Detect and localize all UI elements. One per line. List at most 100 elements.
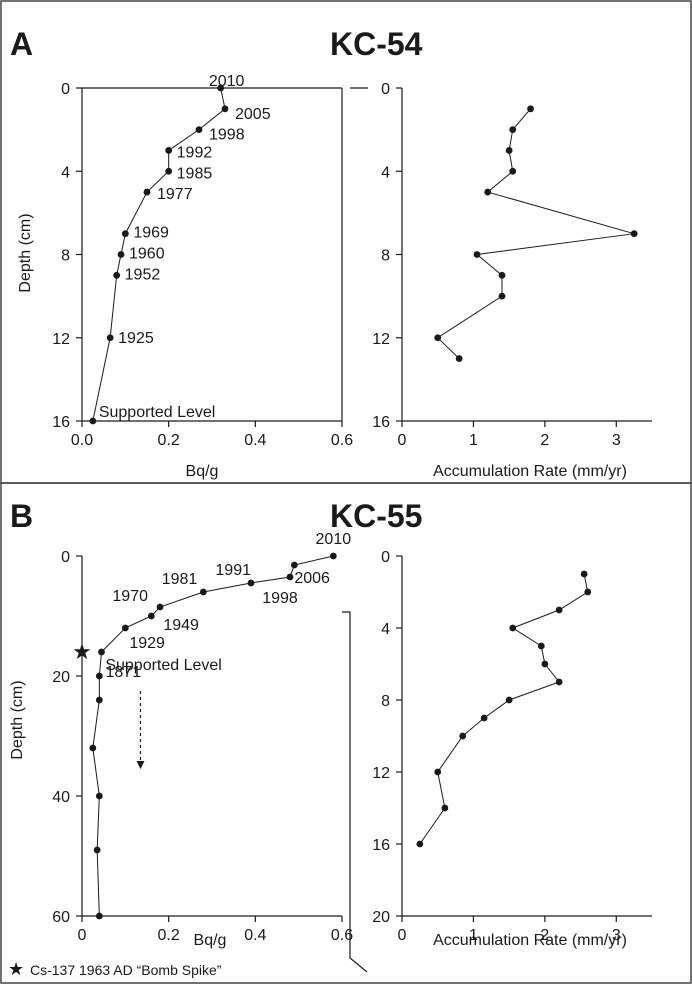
data-point [165, 167, 173, 175]
point-label: 1981 [162, 571, 198, 588]
data-point [93, 846, 101, 854]
data-point [498, 271, 506, 279]
x-tick-label: 1 [469, 927, 478, 944]
x-tick-label: 0 [398, 432, 407, 449]
x-tick-label: 3 [612, 927, 621, 944]
x-tick-label: 0.0 [71, 432, 93, 449]
point-label: 2010 [209, 73, 245, 90]
data-point [221, 105, 229, 113]
x-tick-label: 0.6 [331, 432, 353, 449]
data-point [89, 417, 97, 425]
x-tick-label: 0 [78, 927, 87, 944]
data-point [509, 624, 517, 632]
point-label: 2005 [235, 106, 271, 123]
data-point [95, 672, 103, 680]
y-tick-label: 8 [381, 693, 390, 710]
y-tick-label: 60 [52, 909, 70, 926]
data-point [416, 840, 424, 848]
a1-x-axis-title: Bq/g [186, 463, 219, 480]
data-point [434, 334, 442, 342]
point-label: 1960 [129, 246, 165, 263]
data-point [434, 768, 442, 776]
point-label: 1925 [118, 330, 154, 347]
bomb-spike-star-icon: ★ [72, 639, 92, 664]
x-tick-label: 0.6 [331, 927, 353, 944]
data-point [555, 606, 563, 614]
data-point [509, 167, 517, 175]
y-tick-label: 0 [61, 549, 70, 566]
point-label: 1949 [163, 617, 199, 634]
point-label: 1985 [177, 165, 213, 182]
data-point [509, 126, 517, 134]
panel-b-core-title: KC-55 [330, 498, 422, 534]
x-tick-label: 0.4 [244, 432, 266, 449]
y-tick-label: 0 [381, 549, 390, 566]
x-tick-label: 1 [469, 432, 478, 449]
y-tick-label: 8 [61, 248, 70, 265]
data-point [147, 612, 155, 620]
x-tick-label: 3 [612, 432, 621, 449]
point-label: 1871 [106, 664, 142, 681]
point-label: 1969 [133, 225, 169, 242]
data-point [156, 603, 164, 611]
legend-text: Cs-137 1963 AD “Bomb Spike” [30, 962, 222, 978]
data-point [484, 188, 492, 196]
x-tick-label: 0.4 [244, 927, 266, 944]
data-point [455, 355, 463, 362]
data-point [286, 573, 294, 581]
data-point [121, 230, 129, 238]
y-tick-label: 0 [381, 81, 390, 98]
arrow-head-icon [136, 761, 145, 769]
point-label: 2010 [316, 531, 352, 548]
y-tick-label: 12 [372, 331, 390, 348]
data-point [537, 642, 545, 650]
data-point [290, 561, 298, 569]
data-point [630, 230, 638, 238]
y-tick-label: 20 [372, 909, 390, 926]
data-point [95, 792, 103, 800]
data-point [89, 744, 97, 752]
y-tick-label: 8 [381, 248, 390, 265]
x-tick-label: 0.2 [158, 432, 180, 449]
x-tick-label: 0 [398, 927, 407, 944]
x-tick-label: 0.2 [158, 927, 180, 944]
y-tick-label: 40 [52, 789, 70, 806]
point-label: 1992 [177, 144, 213, 161]
data-point [117, 251, 125, 258]
panel-a-core-title: KC-54 [330, 26, 423, 62]
data-point [527, 105, 534, 113]
data-point [473, 251, 481, 258]
data-point [247, 579, 255, 587]
point-label: 1977 [157, 186, 193, 203]
chart-3: 0 20 40 60 0 0.2 0.4 0.6 2010 2006 1998 1991 1981 197… [52, 531, 353, 944]
data-point [95, 696, 103, 704]
data-point [329, 552, 337, 560]
b-connector-line [342, 611, 368, 973]
panel-a-letter: A [10, 26, 33, 62]
data-point [541, 660, 549, 668]
y-tick-label: 16 [372, 837, 390, 854]
point-label: 1929 [129, 635, 165, 652]
a1-y-axis-title: Depth (cm) [17, 213, 34, 292]
data-point [106, 334, 114, 342]
series-line [92, 555, 334, 917]
data-point [555, 678, 563, 686]
data-point [217, 84, 225, 92]
series-line [436, 108, 635, 359]
x-tick-label: 2 [540, 927, 549, 944]
y-tick-label: 12 [372, 765, 390, 782]
y-tick-label: 4 [381, 164, 390, 181]
data-point [505, 696, 513, 704]
data-point [98, 648, 105, 656]
y-tick-label: 4 [61, 164, 70, 181]
panel-b-frame [0, 482, 692, 984]
series-line [419, 573, 589, 845]
data-point [498, 292, 506, 300]
y-tick-label: 20 [52, 669, 70, 686]
a2-x-axis-title: Accumulation Rate (mm/yr) [433, 463, 627, 480]
y-tick-label: 12 [52, 331, 70, 348]
